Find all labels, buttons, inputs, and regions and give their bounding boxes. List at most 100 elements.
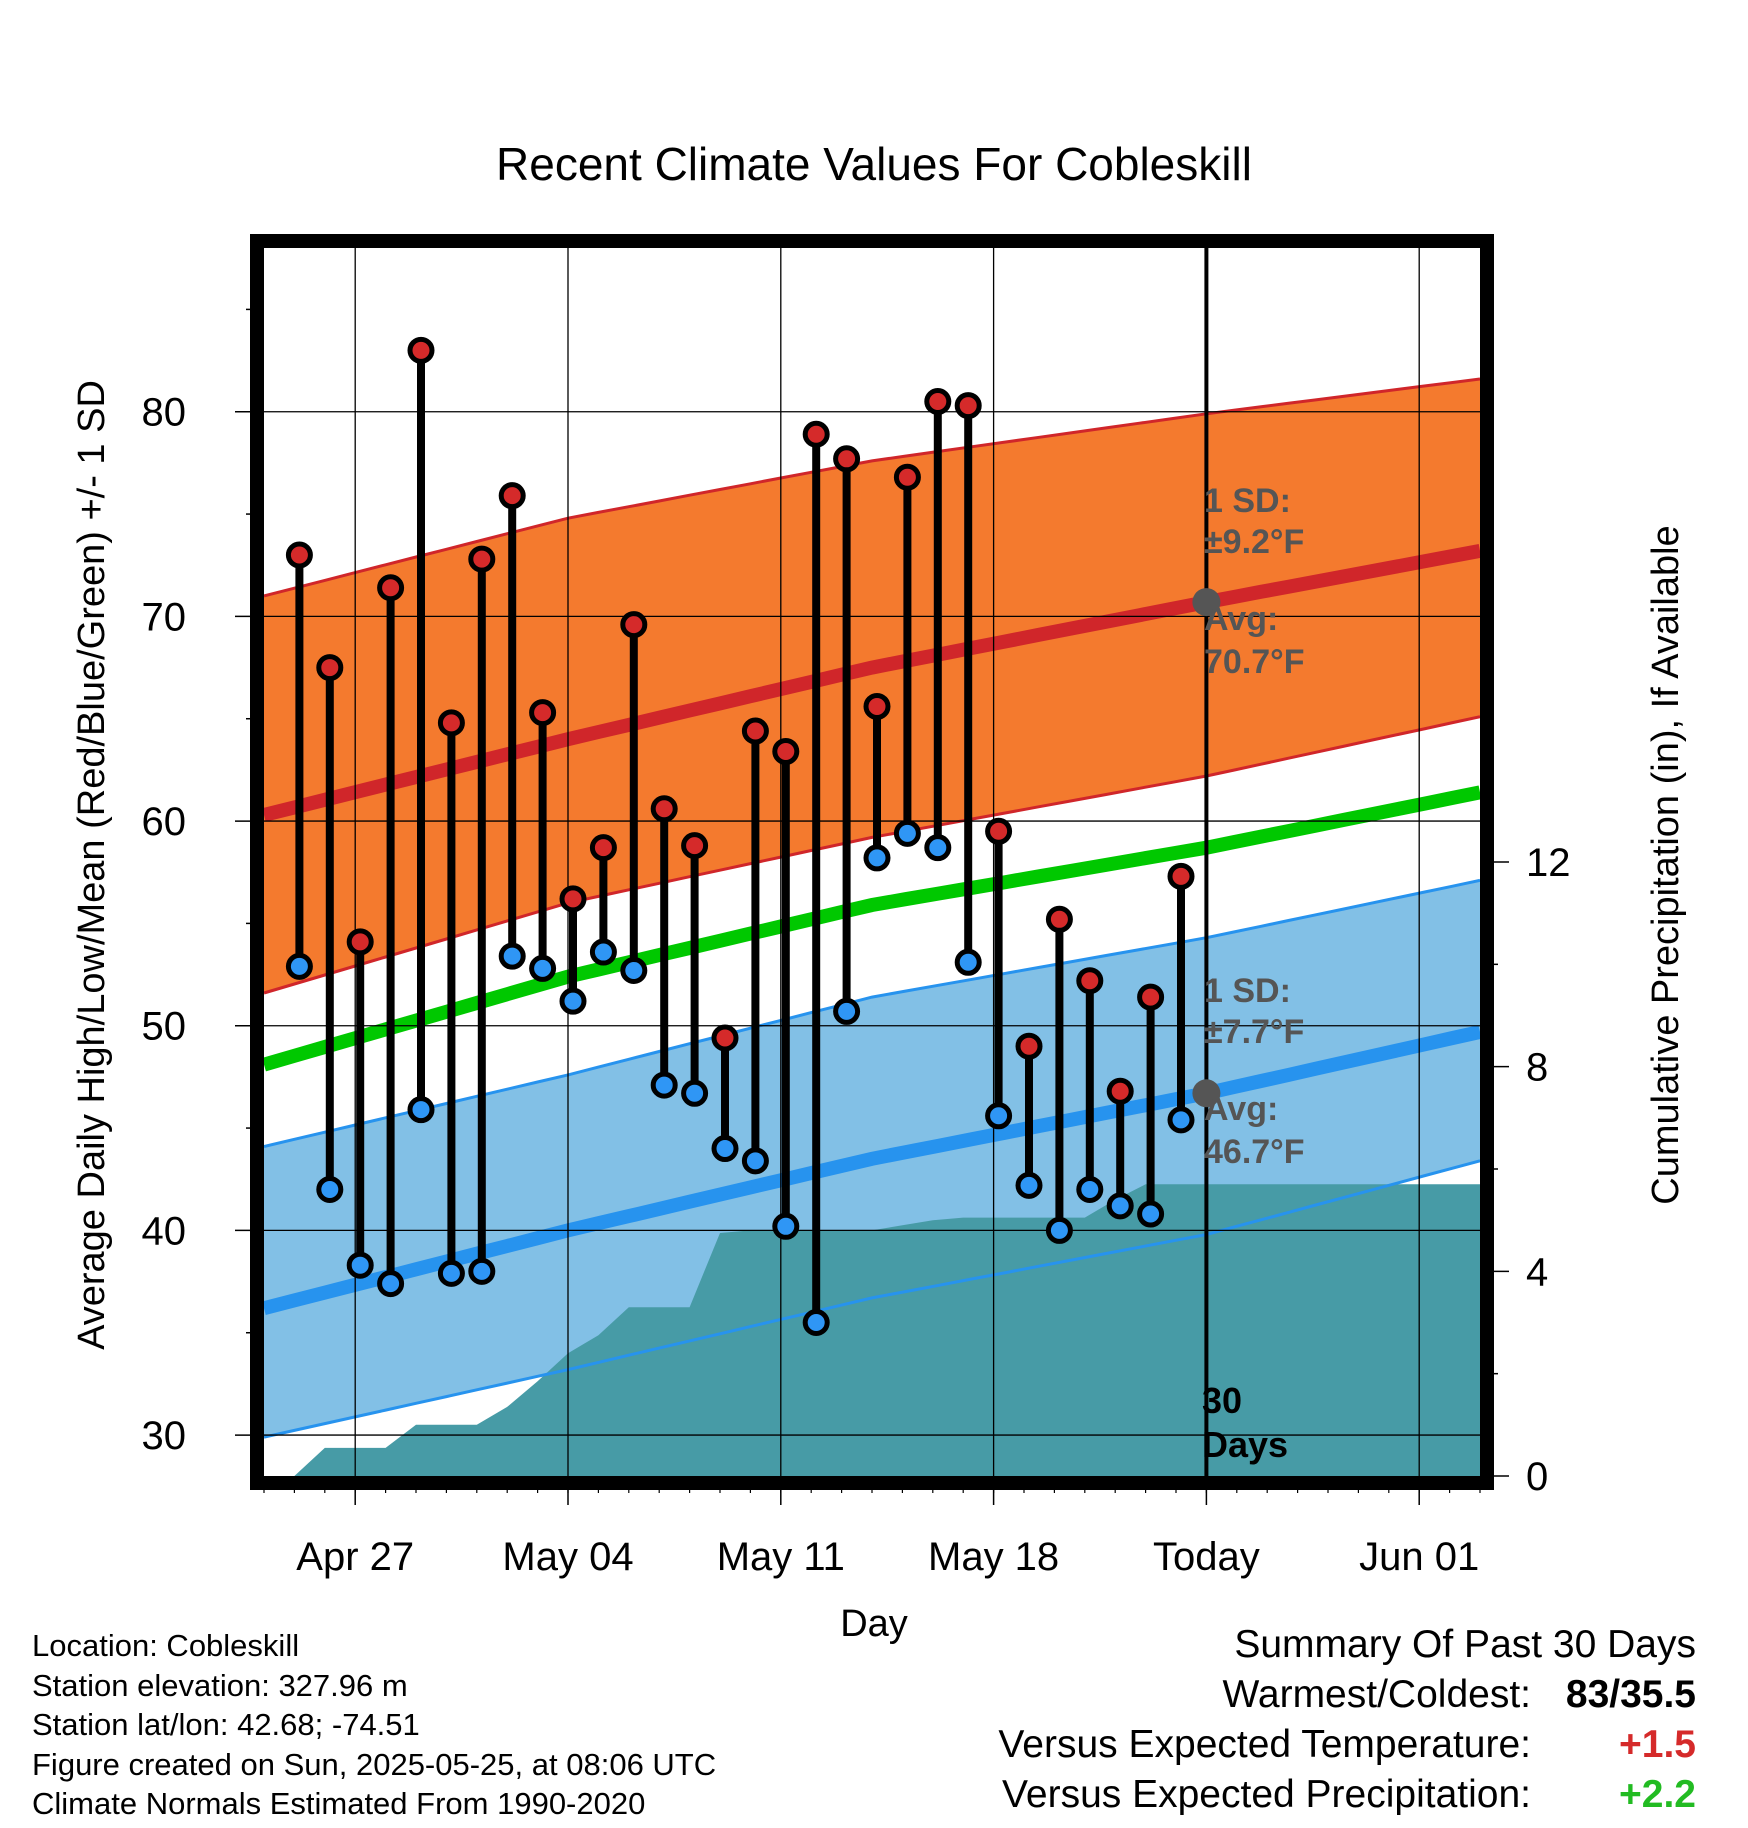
normals-text: Climate Normals Estimated From 1990-2020	[32, 1786, 646, 1821]
y2-tick-label: 12	[1526, 841, 1571, 885]
daily-high-point	[893, 463, 921, 491]
x-tick-label: May 18	[928, 1535, 1059, 1579]
y-tick-label: 50	[142, 1005, 187, 1049]
y2-tick-label: 4	[1526, 1250, 1548, 1294]
daily-low-point	[893, 819, 921, 847]
daily-low-point	[285, 952, 313, 980]
daily-high-point	[559, 885, 587, 913]
summary-title: Summary Of Past 30 Days	[1234, 1623, 1696, 1666]
summary-panel: Summary Of Past 30 Days Warmest/Coldest:…	[796, 1620, 1696, 1820]
daily-low-point	[985, 1102, 1013, 1130]
daily-high-point	[377, 574, 405, 602]
precip-anomaly-label: Versus Expected Precipitation:	[1002, 1773, 1531, 1816]
daily-high-point	[620, 611, 648, 639]
high-avg-line	[264, 544, 1480, 822]
daily-high-point	[468, 545, 496, 573]
daily-high-point	[833, 445, 861, 473]
daily-high-point	[1106, 1077, 1134, 1105]
daily-low-point	[863, 844, 891, 872]
temp-anomaly-value: +1.5	[1619, 1723, 1696, 1766]
high-sd-upper-line	[264, 377, 1480, 598]
daily-high-point	[1045, 905, 1073, 933]
daily-low-point	[1045, 1216, 1073, 1244]
chart-title: Recent Climate Values For Cobleskill	[496, 138, 1252, 190]
daily-low-point	[772, 1212, 800, 1240]
plot-area	[264, 248, 1480, 1476]
daily-high-point	[316, 654, 344, 682]
created-text: Figure created on Sun, 2025-05-25, at 08…	[32, 1746, 717, 1782]
mean-line	[264, 785, 1480, 1072]
daily-high-point	[437, 709, 465, 737]
daily-high-point	[498, 482, 526, 510]
daily-high-point	[681, 832, 709, 860]
summary-precip-row: Versus Expected Precipitation: +2.2	[796, 1770, 1696, 1820]
x-tick-label: Today	[1153, 1535, 1260, 1579]
daily-high-point	[1076, 967, 1104, 995]
y-axis-label: Average Daily High/Low/Mean (Red/Blue/Gr…	[71, 380, 113, 1350]
daily-low-point	[833, 997, 861, 1025]
x-axis-label: Day	[840, 1603, 908, 1645]
daily-high-point	[772, 737, 800, 765]
latlon-text: Station lat/lon: 42.68; -74.51	[32, 1707, 420, 1742]
summary-warm-cold-row: Warmest/Coldest: 83/35.5	[796, 1670, 1696, 1720]
high-avg-annotation-value: 70.7°F	[1204, 643, 1305, 681]
low-avg-line	[264, 1025, 1480, 1315]
daily-high-point	[1015, 1032, 1043, 1060]
labels-layer: 30 40 50 60 70 80 0 4 8 12 Apr 27 May 04 May 11 May 1…	[71, 380, 1687, 1645]
low-avg-annotation-label: Avg:	[1204, 1090, 1278, 1128]
x-tick-label: Jun 01	[1359, 1535, 1479, 1579]
location-text: Location: Cobleskill	[32, 1628, 300, 1663]
daily-low-point	[468, 1257, 496, 1285]
y2-tick-label: 8	[1526, 1046, 1548, 1090]
low-sd-annotation-value: ±7.7°F	[1204, 1013, 1304, 1051]
summary-temp-row: Versus Expected Temperature: +1.5	[796, 1720, 1696, 1770]
daily-low-point	[1137, 1200, 1165, 1228]
low-sd-lower-line	[264, 1159, 1480, 1439]
x-tick-label: May 04	[502, 1535, 633, 1579]
low-avg-annotation-value: 46.7°F	[1204, 1133, 1305, 1171]
y2-axis-label: Cumulative Precipitation (in), If Availa…	[1645, 525, 1687, 1204]
precip-anomaly-value: +2.2	[1619, 1773, 1696, 1816]
daily-low-point	[437, 1259, 465, 1287]
y-tick-label: 80	[142, 391, 187, 435]
today-low-avg-marker	[1192, 1079, 1221, 1108]
daily-high-point	[650, 795, 678, 823]
elevation-text: Station elevation: 327.96 m	[32, 1667, 408, 1703]
y-tick-label: 40	[142, 1209, 187, 1253]
high-sd-annotation-label: 1 SD:	[1204, 482, 1291, 520]
y-tick-label: 70	[142, 595, 187, 639]
today-high-avg-marker	[1192, 588, 1221, 617]
window-days-label: Days	[1202, 1424, 1288, 1465]
axes-layer	[235, 234, 1509, 1505]
daily-low-point	[924, 834, 952, 862]
daily-high-point	[407, 336, 435, 364]
daily-high-point	[985, 817, 1013, 845]
daily-high-point	[1167, 862, 1195, 890]
daily-low-point	[346, 1251, 374, 1279]
daily-low-point	[954, 948, 982, 976]
daily-high-point	[711, 1024, 739, 1052]
data-points-layer	[285, 336, 1221, 1336]
temp-anomaly-label: Versus Expected Temperature:	[998, 1723, 1531, 1766]
warm-cold-label: Warmest/Coldest:	[1222, 1673, 1531, 1716]
x-tick-label: Apr 27	[296, 1535, 414, 1579]
daily-low-point	[407, 1096, 435, 1124]
daily-low-point	[802, 1309, 830, 1336]
daily-low-point	[377, 1270, 405, 1298]
daily-high-point	[924, 388, 952, 415]
daily-high-point	[529, 699, 557, 727]
daily-low-point	[1167, 1106, 1195, 1134]
y2-tick-label: 0	[1526, 1455, 1548, 1499]
daily-high-point	[346, 928, 374, 956]
daily-low-point	[1076, 1175, 1104, 1203]
y-tick-label: 60	[142, 800, 187, 844]
daily-high-point	[589, 834, 617, 862]
daily-low-point	[316, 1175, 344, 1203]
high-sd-lower-line	[264, 715, 1480, 995]
daily-low-point	[589, 938, 617, 966]
daily-high-point	[863, 692, 891, 720]
daily-high-point	[285, 541, 313, 569]
high-sd-annotation-value: ±9.2°F	[1204, 523, 1304, 561]
daily-high-point	[802, 420, 830, 448]
